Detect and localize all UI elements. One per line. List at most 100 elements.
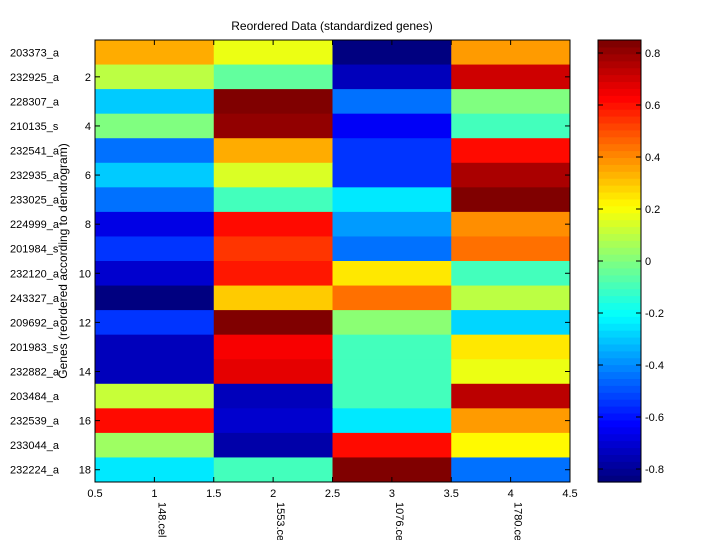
heatmap-cell (451, 162, 571, 188)
colorbar-segment (598, 67, 641, 76)
colorbar-segment (598, 198, 641, 207)
gene-row-label: 201984_s (10, 244, 59, 256)
heatmap-cell (95, 162, 215, 188)
heatmap-cell (451, 211, 571, 237)
heatmap-cell (332, 261, 452, 287)
colorbar-tick-label: 0.8 (645, 48, 660, 60)
gene-row-label: 232935_a (10, 170, 60, 182)
heatmap-cell (451, 408, 571, 434)
colorbar-segment (598, 426, 641, 435)
colorbar-segment (598, 53, 641, 62)
colorbar-tick-label: -0.8 (645, 464, 664, 476)
y-axis-label: Genes (reordered according to dendrogram… (56, 143, 70, 378)
heatmap-cell (95, 113, 215, 139)
heatmap-cell (213, 285, 333, 311)
colorbar-segment (598, 81, 641, 89)
colorbar-segment (598, 323, 641, 331)
colorbar-segment (598, 261, 641, 269)
gene-row-label: 233044_a (10, 440, 60, 452)
colorbar-segment (598, 191, 641, 200)
colorbar-segment (598, 46, 641, 55)
heatmap-cell (332, 211, 452, 237)
heatmap-cell (332, 162, 452, 188)
colorbar-segment (598, 219, 641, 228)
x-tick-label: 0.5 (87, 488, 102, 500)
heatmap-cell (332, 310, 452, 336)
heatmap-cell (95, 138, 215, 164)
colorbar-tick-label: 0.6 (645, 100, 660, 112)
heatmap-cell (213, 261, 333, 287)
y-tick-label: 6 (85, 170, 91, 182)
colorbar-segment (598, 419, 641, 428)
heatmap-cell (451, 261, 571, 287)
gene-row-label: 243327_a (10, 293, 60, 305)
y-tick-label: 8 (85, 219, 91, 231)
heatmap-cell (213, 138, 333, 164)
x-tick-label: 3.5 (444, 488, 459, 500)
heatmap-cell (451, 187, 571, 213)
colorbar-segment (598, 185, 641, 193)
colorbar-segment (598, 212, 641, 221)
gene-row-label: 232882_a (10, 367, 60, 379)
sample-column-label: 1780.cel (512, 502, 524, 540)
gene-row-label: 228307_a (10, 96, 60, 108)
heatmap-cell (95, 187, 215, 213)
gene-row-label: 209692_a (10, 317, 60, 329)
colorbar-segment (598, 102, 641, 110)
colorbar-segment (598, 447, 641, 455)
heatmap-cells (95, 40, 571, 483)
y-tick-label: 2 (85, 72, 91, 84)
gene-row-label: 201983_s (10, 342, 59, 354)
heatmap-cell (451, 285, 571, 311)
colorbar-segment (598, 88, 641, 96)
chart-title: Reordered Data (standardized genes) (231, 19, 432, 33)
colorbar-segment (598, 233, 641, 241)
heatmap-cell (451, 383, 571, 409)
heatmap-cell (213, 64, 333, 90)
heatmap-cell (332, 432, 452, 458)
gene-row-label: 232541_a (10, 146, 60, 158)
heatmap-cell (451, 89, 571, 115)
colorbar-segment (598, 316, 641, 324)
colorbar-segment (598, 357, 641, 366)
colorbar-segment (598, 267, 641, 276)
heatmap-cell (213, 162, 333, 188)
heatmap-cell (332, 138, 452, 164)
colorbar-segment (598, 150, 641, 159)
colorbar-segment (598, 392, 641, 400)
gene-row-label: 232925_a (10, 72, 60, 84)
heatmap-cell (95, 285, 215, 311)
colorbar-tick-label: 0.4 (645, 152, 660, 164)
heatmap-cell (213, 89, 333, 115)
colorbar-segment (598, 371, 641, 380)
colorbar (597, 39, 642, 483)
gene-row-label: 232539_a (10, 416, 60, 428)
x-tick-label: 2.5 (325, 488, 340, 500)
heatmap-cell (332, 64, 452, 90)
gene-row-label: 232224_a (10, 465, 60, 477)
colorbar-segment (598, 164, 641, 172)
heatmap-cell (213, 310, 333, 336)
y-tick-label: 4 (85, 121, 91, 133)
heatmap-cell (213, 432, 333, 458)
gene-row-labels: 203373_a 232925_a 228307_a 210135_s 232541_a… (10, 47, 60, 476)
heatmap-cell (332, 383, 452, 409)
colorbar-tick-label: 0 (645, 256, 651, 268)
colorbar-segment (598, 226, 641, 234)
colorbar-segment (598, 433, 641, 442)
colorbar-segment (598, 143, 641, 152)
colorbar-segment (598, 60, 641, 69)
colorbar-segment (598, 288, 641, 297)
heatmap-cell (95, 89, 215, 115)
x-tick-label: 2 (270, 488, 276, 500)
colorbar-tick-label: -0.6 (645, 412, 664, 424)
colorbar-segment (598, 40, 641, 48)
colorbar-segment (598, 295, 641, 304)
colorbar-segment (598, 281, 641, 290)
heatmap-cell (95, 211, 215, 237)
heatmap-cell (332, 89, 452, 115)
sample-column-label: 148.cel (155, 502, 167, 537)
colorbar-segment (598, 399, 641, 407)
heatmap-cell (332, 408, 452, 434)
y-tick-label: 12 (79, 317, 91, 329)
